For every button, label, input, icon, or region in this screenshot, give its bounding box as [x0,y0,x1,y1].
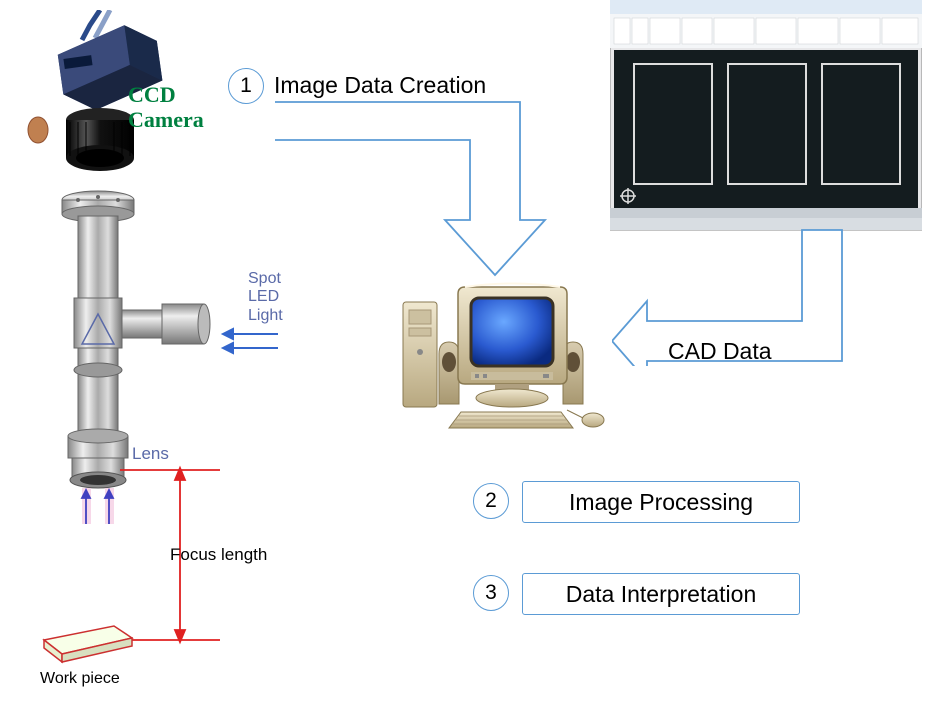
workpiece-illustration [32,616,142,668]
step-3-circle: 3 [473,575,509,611]
ccd-line1: CCD [128,82,176,107]
cad-window [610,0,922,232]
step-3-box: Data Interpretation [522,573,800,615]
step-1-label: Image Data Creation [274,72,486,99]
step-1-circle: 1 [228,68,264,104]
step-2-box: Image Processing [522,481,800,523]
ccd-line2: Camera [128,107,204,132]
ccd-camera-label: CCD Camera [128,82,204,133]
arrow-step1-to-computer [270,100,550,280]
step-2-label: Image Processing [569,489,753,516]
spot-l3: Light [248,307,283,324]
step-3-num: 3 [485,581,497,605]
computer-illustration [395,272,615,432]
spot-l2: LED [248,288,279,305]
workpiece-label: Work piece [40,670,120,688]
focus-length-label: Focus length [170,545,267,565]
step-2-circle: 2 [473,483,509,519]
step-1-num: 1 [240,74,252,98]
step-3-label: Data Interpretation [566,581,757,608]
step-2-num: 2 [485,489,497,513]
cad-data-label: CAD Data [668,338,772,365]
